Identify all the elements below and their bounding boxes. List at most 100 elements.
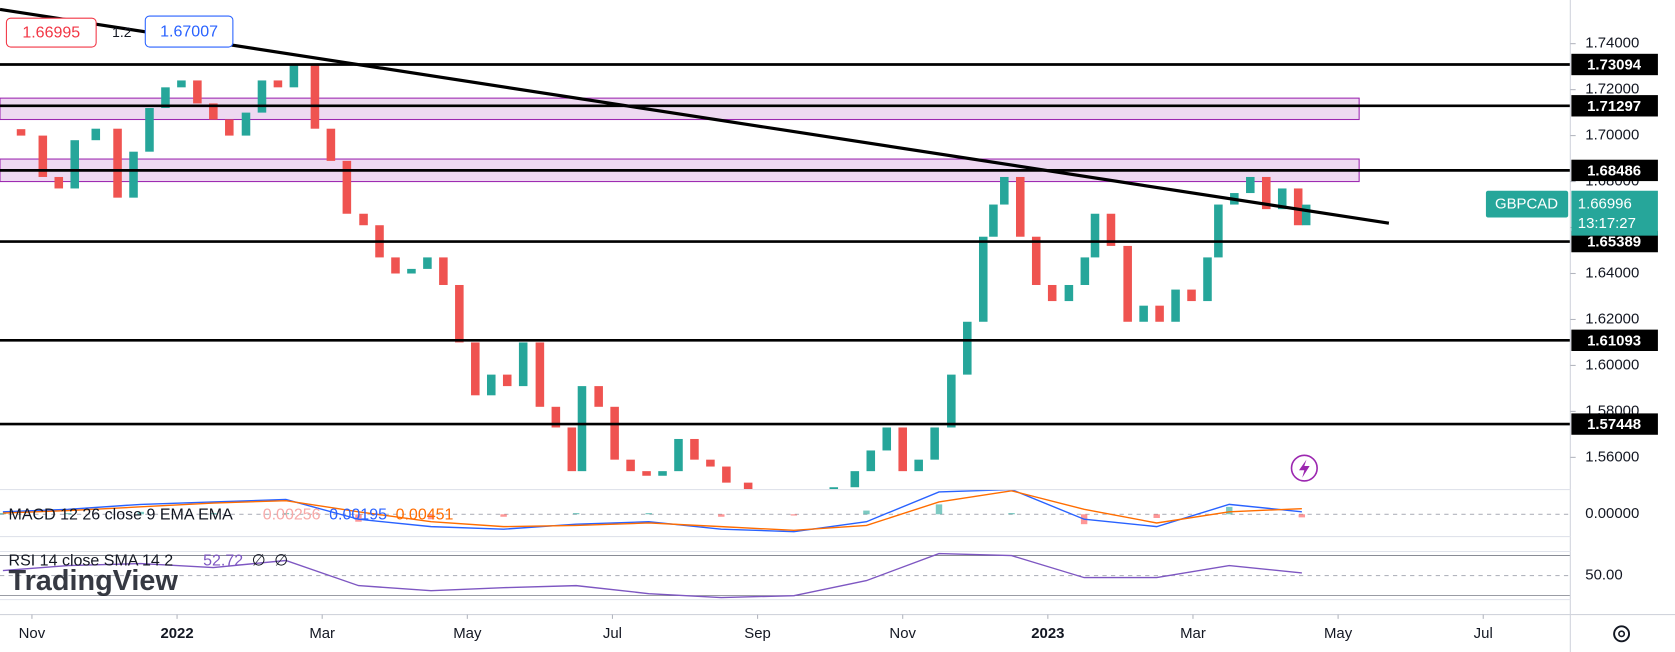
indicator-readout: 0.00256 bbox=[263, 505, 321, 523]
level-label-box bbox=[1571, 95, 1658, 117]
histogram-bar bbox=[718, 514, 725, 517]
indicator-readout: 0.00195 bbox=[329, 505, 387, 523]
x-tick-label: Nov bbox=[19, 625, 46, 642]
watermark: TradingView bbox=[9, 565, 179, 597]
candle bbox=[70, 140, 80, 189]
indicator-readout: ∅ bbox=[274, 551, 288, 569]
candle bbox=[161, 87, 170, 109]
candle bbox=[930, 427, 939, 460]
candle bbox=[471, 342, 480, 396]
histogram-bar bbox=[790, 514, 798, 516]
candle bbox=[829, 487, 839, 490]
candle bbox=[1277, 188, 1287, 210]
candle bbox=[978, 236, 988, 322]
x-tick-label: Mar bbox=[309, 625, 335, 642]
candle bbox=[535, 342, 545, 407]
candle bbox=[551, 406, 561, 428]
candle bbox=[289, 64, 299, 88]
candle bbox=[1187, 289, 1196, 302]
histogram-bar bbox=[863, 510, 870, 515]
x-tick-label: Nov bbox=[889, 625, 916, 642]
macd-pane bbox=[0, 489, 1571, 533]
candle bbox=[882, 427, 892, 451]
candle bbox=[1080, 257, 1090, 285]
histogram-bar bbox=[355, 514, 362, 522]
candle bbox=[1246, 176, 1255, 194]
level-label: 1.65389 bbox=[1587, 234, 1641, 251]
histogram-bar bbox=[1008, 513, 1015, 515]
candle bbox=[1214, 204, 1223, 258]
indicator-readout: 52.72 bbox=[203, 551, 243, 569]
candle bbox=[16, 129, 26, 136]
histogram-bar bbox=[1298, 514, 1306, 518]
histogram-bar bbox=[572, 513, 580, 515]
bid-price: 1.66995 bbox=[22, 23, 80, 41]
indicator-title: MACD 12 26 close 9 EMA EMA bbox=[9, 505, 234, 523]
x-tick-label: Jul bbox=[1474, 625, 1493, 642]
indicator-line bbox=[2, 490, 1302, 532]
candle bbox=[310, 64, 320, 129]
candle bbox=[1203, 257, 1212, 302]
candle bbox=[1015, 176, 1025, 237]
candle bbox=[947, 374, 956, 428]
indicator-line bbox=[2, 552, 1302, 599]
candle bbox=[241, 112, 251, 136]
candle bbox=[209, 103, 218, 120]
y-tick-label: 1.56000 bbox=[1585, 448, 1639, 465]
candle bbox=[1293, 188, 1303, 226]
candle bbox=[359, 213, 368, 226]
histogram-bar bbox=[1226, 506, 1233, 515]
level-label: 1.71297 bbox=[1587, 98, 1641, 115]
level-label-box bbox=[1571, 159, 1658, 182]
level-label: 1.73094 bbox=[1587, 57, 1642, 74]
x-tick-label: Mar bbox=[1180, 625, 1206, 642]
candle bbox=[486, 374, 496, 396]
histogram-bar bbox=[210, 513, 217, 515]
countdown: 13:17:27 bbox=[1578, 215, 1636, 232]
ask-box[interactable] bbox=[144, 15, 234, 48]
level-label-box bbox=[1571, 230, 1658, 253]
candle bbox=[567, 427, 577, 472]
candle bbox=[342, 160, 352, 214]
candle bbox=[577, 386, 587, 472]
candle bbox=[391, 257, 400, 274]
y-tick-label: 0.00000 bbox=[1585, 505, 1639, 522]
candle bbox=[1000, 176, 1009, 205]
x-tick-label: Sep bbox=[744, 625, 771, 642]
y-tick-label: 1.72000 bbox=[1585, 81, 1639, 98]
candle bbox=[38, 135, 48, 177]
candle bbox=[866, 450, 876, 472]
histogram-bar bbox=[645, 513, 652, 515]
candle bbox=[1171, 289, 1180, 322]
x-tick-label: May bbox=[1324, 625, 1353, 642]
spread: 1.2 bbox=[112, 24, 132, 40]
y-tick-label: 1.62000 bbox=[1585, 310, 1639, 327]
candle bbox=[594, 386, 603, 407]
candle bbox=[914, 459, 923, 472]
candle bbox=[193, 80, 202, 104]
candle bbox=[674, 438, 683, 472]
x-tick-label: May bbox=[453, 625, 482, 642]
settings-icon[interactable] bbox=[1613, 625, 1631, 643]
candle bbox=[113, 128, 122, 198]
candle bbox=[1031, 236, 1041, 285]
candle bbox=[1123, 245, 1132, 322]
histogram-bar bbox=[65, 513, 72, 515]
level-label-box bbox=[1571, 329, 1658, 351]
candle bbox=[439, 257, 448, 285]
bid-box[interactable] bbox=[5, 17, 97, 48]
y-tick-label: 50.00 bbox=[1585, 567, 1622, 584]
candle bbox=[54, 176, 64, 189]
candle bbox=[690, 438, 699, 460]
symbol-box bbox=[1485, 190, 1569, 218]
candle bbox=[177, 80, 186, 88]
symbol-label: GBPCAD bbox=[1495, 196, 1558, 213]
candle bbox=[706, 459, 715, 467]
last-price-box bbox=[1571, 190, 1658, 236]
candle bbox=[898, 427, 907, 472]
candle bbox=[1090, 213, 1100, 258]
candle bbox=[1106, 213, 1116, 246]
zone bbox=[0, 97, 1360, 121]
candle bbox=[626, 459, 635, 472]
